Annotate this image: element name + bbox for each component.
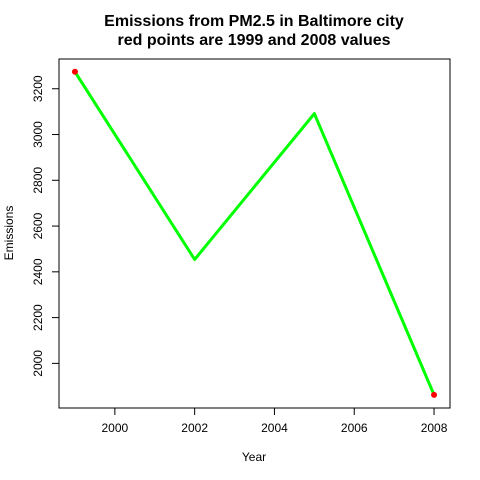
x-axis-label: Year [242,450,266,464]
highlight-points-layer [71,68,438,398]
y-tick-label: 2200 [31,304,45,331]
y-axis-label: Emissions [2,206,16,261]
highlight-point [71,68,78,75]
series-layer [73,70,436,397]
y-tick-label: 2600 [31,212,45,239]
x-tick-label: 2002 [181,421,208,435]
x-tick-label: 2008 [421,421,448,435]
y-axis: 2000 2200 2400 2600 2800 3000 3200 [31,75,59,377]
y-tick-label: 2000 [31,350,45,377]
y-tick-label: 2800 [31,167,45,194]
x-axis: 2000 2002 2004 2006 2008 [102,408,448,435]
series-line [73,70,436,397]
x-tick-label: 2006 [341,421,368,435]
chart-title-line1: Emissions from PM2.5 in Baltimore city [104,13,404,30]
y-tick-label: 3000 [31,121,45,148]
y-tick-label: 3200 [31,75,45,102]
x-tick-label: 2000 [102,421,129,435]
plot-frame [58,58,451,409]
y-tick-label: 2400 [31,258,45,285]
chart-title-line2: red points are 1999 and 2008 values [117,32,390,49]
x-tick-label: 2004 [261,421,288,435]
highlight-point [431,391,438,398]
